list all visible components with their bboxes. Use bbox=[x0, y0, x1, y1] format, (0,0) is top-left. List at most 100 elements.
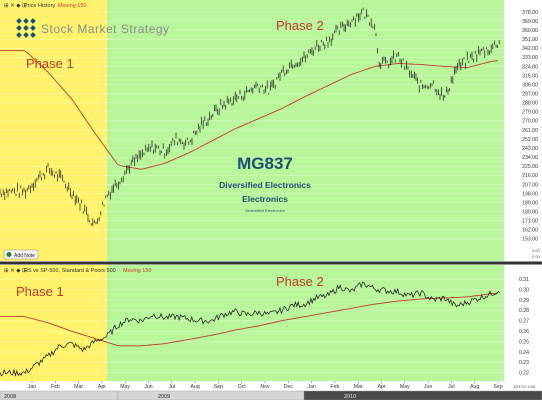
month-label: Sep bbox=[493, 384, 502, 390]
rs-tick-label: 0.27 bbox=[519, 319, 529, 325]
price-tick-label: 279.00 bbox=[522, 110, 538, 116]
month-label: Jun bbox=[424, 384, 432, 390]
sector-name: Electronics bbox=[242, 194, 288, 204]
price-tick-label: 252.00 bbox=[522, 137, 538, 143]
price-tick-label: 270.00 bbox=[522, 119, 538, 125]
year-label: 2010 bbox=[344, 394, 356, 400]
legend-price: Price History bbox=[24, 3, 55, 9]
price-axis-strip bbox=[504, 0, 542, 261]
year-label: 2009 bbox=[158, 394, 170, 400]
price-series bbox=[0, 7, 500, 227]
phase1-label-bottom: Phase 1 bbox=[16, 284, 64, 299]
year-label: 2008 bbox=[4, 394, 16, 400]
phase2-label-top: Phase 2 bbox=[276, 18, 324, 33]
price-legend: ⊞ ✕ ◆ ⊡ Price History Moving 150 bbox=[4, 3, 86, 9]
year-band bbox=[303, 390, 542, 400]
rs-gridlines bbox=[0, 278, 504, 374]
price-tick-label: 216.00 bbox=[522, 173, 538, 179]
price-ma-line bbox=[0, 49, 499, 170]
small-value-2: 0.00 bbox=[532, 254, 541, 259]
rs-ma-line bbox=[0, 292, 499, 347]
price-tick-label: 351.00 bbox=[522, 37, 538, 43]
price-tick-label: 342.00 bbox=[522, 46, 538, 52]
price-tick-label: 333.00 bbox=[522, 55, 538, 61]
rs-tick-label: 0.24 bbox=[519, 350, 529, 356]
rs-tick-label: 0.31 bbox=[519, 277, 529, 283]
month-label: Jan bbox=[307, 384, 315, 390]
small-value-1: 0.00 bbox=[532, 248, 541, 253]
price-tick-label: 360.00 bbox=[522, 28, 538, 34]
price-tick-label: 225.00 bbox=[522, 164, 538, 170]
legend-price-ma: Moving 150 bbox=[58, 3, 86, 9]
month-label: Aug bbox=[190, 384, 199, 390]
month-label: Nov bbox=[260, 384, 270, 390]
price-moving-average-series bbox=[0, 49, 499, 170]
month-label: Jul bbox=[168, 384, 175, 390]
phase1-background-bottom bbox=[0, 265, 107, 381]
month-label: May bbox=[400, 384, 410, 390]
price-tick-label: 189.00 bbox=[522, 200, 538, 206]
price-tick-label: 198.00 bbox=[522, 191, 538, 197]
month-label: Mar bbox=[354, 384, 363, 390]
month-label: Feb bbox=[330, 384, 339, 390]
rs-line bbox=[0, 281, 501, 377]
rs-legend: ⊞ ✕ ◆ ⊡ RS vs SP-500, Standard & Poors 5… bbox=[4, 268, 151, 274]
month-label: Mar bbox=[74, 384, 83, 390]
legend-rs: RS vs SP-500, Standard & Poors 500 bbox=[24, 268, 116, 274]
logo-diamond-icon bbox=[16, 18, 36, 38]
legend-rs-icons: ⊞ ✕ ◆ ⊡ bbox=[4, 268, 27, 274]
last-date: 10/1/10 4:00 bbox=[513, 384, 536, 389]
year-band bbox=[117, 390, 305, 400]
rs-tick-label: 0.23 bbox=[519, 360, 529, 366]
rs-axis-strip bbox=[504, 265, 542, 381]
month-axis: Jan Feb Mar Apr May Jun Jul Aug Sep Oct Nov Dec Jan F… bbox=[28, 381, 503, 390]
rs-tick-label: 0.28 bbox=[519, 308, 529, 314]
month-label: Apr bbox=[377, 384, 385, 390]
rs-tick-label: 0.26 bbox=[519, 329, 529, 335]
price-gridlines bbox=[0, 11, 504, 240]
year-axis: 2008 2009 2010 bbox=[0, 390, 542, 400]
rs-tick-label: 0.29 bbox=[519, 298, 529, 304]
price-tick-label: 315.00 bbox=[522, 73, 538, 79]
brand-text: Stock Market Strategy bbox=[41, 22, 170, 36]
month-label: Jun bbox=[144, 384, 152, 390]
price-tick-label: 207.00 bbox=[522, 182, 538, 188]
brand-logo: Stock Market Strategy bbox=[16, 18, 169, 38]
phase2-background-bottom bbox=[107, 265, 504, 381]
price-tick-label: 171.00 bbox=[522, 219, 538, 225]
price-tick-label: 324.00 bbox=[522, 64, 538, 70]
price-tick-label: 180.00 bbox=[522, 210, 538, 216]
phase1-label-top: Phase 1 bbox=[26, 56, 74, 71]
subgroup-name: Diversified Electronics bbox=[245, 208, 284, 213]
price-y-axis: 153.00 162.00 171.00 180.00 189.00 198.00 207.… bbox=[522, 10, 538, 243]
month-label: Sep bbox=[214, 384, 223, 390]
price-tick-label: 261.00 bbox=[522, 128, 538, 134]
price-tick-label: 369.00 bbox=[522, 19, 538, 25]
price-tick-label: 153.00 bbox=[522, 237, 538, 243]
year-band bbox=[0, 390, 119, 400]
month-label: May bbox=[120, 384, 130, 390]
month-label: Oct bbox=[238, 384, 247, 390]
price-tick-label: 306.00 bbox=[522, 82, 538, 88]
rs-series bbox=[0, 281, 501, 377]
ticker-title: MG837 bbox=[237, 154, 293, 173]
price-tick-label: 378.00 bbox=[522, 10, 538, 16]
add-note-button[interactable]: Add Note bbox=[3, 249, 39, 260]
rs-y-axis: 0.22 0.23 0.24 0.25 0.26 0.27 0.28 0.29 0.30 0.31 bbox=[519, 277, 529, 377]
price-tick-label: 288.00 bbox=[522, 101, 538, 107]
month-label: Feb bbox=[51, 384, 60, 390]
phase2-background-top bbox=[107, 0, 504, 261]
phase1-background-top bbox=[0, 0, 107, 261]
rs-moving-average-series bbox=[0, 292, 499, 347]
month-axis-band bbox=[0, 381, 542, 391]
industry-group: Diversified Electronics bbox=[219, 180, 311, 190]
month-label: Aug bbox=[470, 384, 479, 390]
price-tick-label: 162.00 bbox=[522, 228, 538, 234]
price-tick-label: 234.00 bbox=[522, 155, 538, 161]
legend-icons: ⊞ ✕ ◆ ⊡ bbox=[4, 3, 27, 9]
price-tick-label: 297.00 bbox=[522, 92, 538, 98]
month-label: Dec bbox=[284, 384, 294, 390]
phase2-label-bottom: Phase 2 bbox=[276, 274, 324, 289]
month-label: Apr bbox=[98, 384, 106, 390]
